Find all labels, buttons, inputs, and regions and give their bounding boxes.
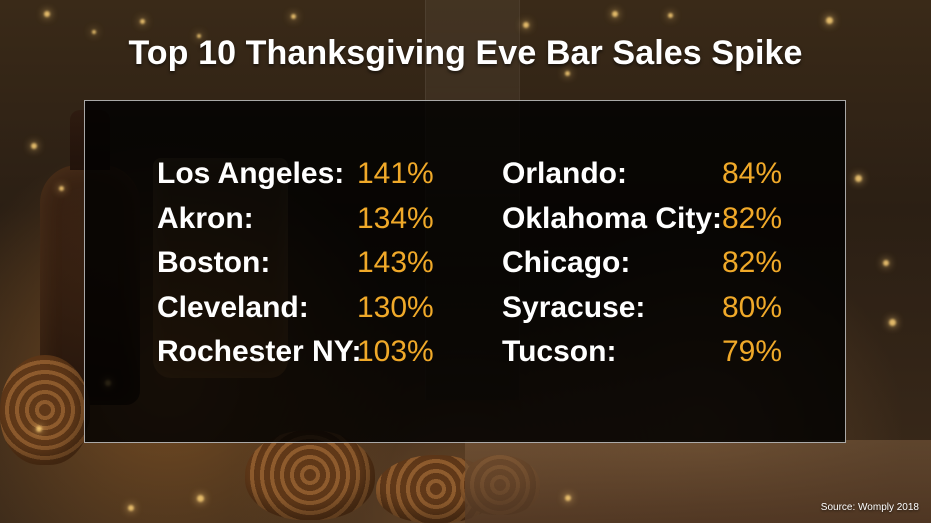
city-label: Orlando: [502,157,627,190]
list-item: Los Angeles: 141% [157,157,442,202]
percent-value: 80% [722,290,783,324]
background-light [826,17,833,24]
background-pinecone [245,430,375,520]
list-item: Cleveland: 130% [157,291,442,336]
percent-value: 134% [357,201,434,235]
background-light [140,19,145,24]
percent-value: 130% [357,290,434,324]
list-item: Tucson: 79% [502,335,782,380]
sales-panel: Los Angeles: 141% Akron: 134% Boston: 14… [84,100,846,443]
city-label: Akron: [157,201,254,235]
list-item: Rochester NY: 103% [157,335,442,380]
background-light [128,505,134,511]
background-pinecone [376,455,496,523]
background-light [291,14,296,19]
left-column: Los Angeles: 141% Akron: 134% Boston: 14… [157,157,442,380]
list-item: Boston: 143% [157,246,442,291]
list-item: Chicago: 82% [502,246,782,291]
background-light [31,143,37,149]
city-label: Rochester NY: [157,335,362,368]
percent-value: 103% [357,335,434,368]
city-label: Boston: [157,246,271,279]
list-item: Oklahoma City: 82% [502,202,782,247]
list-item: Syracuse: 80% [502,291,782,336]
list-item: Akron: 134% [157,202,442,247]
background-light [889,319,896,326]
percent-value: 84% [722,157,783,190]
right-column: Orlando: 84% Oklahoma City: 82% Chicago:… [502,157,782,380]
city-label: Syracuse: [502,290,646,324]
background-light [523,22,529,28]
city-label: Oklahoma City: [502,201,723,235]
city-label: Tucson: [502,335,617,368]
background-light [59,186,64,191]
list-item: Orlando: 84% [502,157,782,202]
background-pinecone [460,455,540,515]
background-light [565,495,571,501]
city-label: Los Angeles: [157,157,345,190]
source-credit: Source: Womply 2018 [820,502,919,513]
background-light [197,495,204,502]
percent-value: 141% [357,157,434,190]
background-light [36,426,42,432]
background-light [612,11,618,17]
percent-value: 143% [357,246,434,279]
background-light [668,13,673,18]
percent-value: 79% [722,335,783,368]
city-label: Chicago: [502,246,631,279]
page-title: Top 10 Thanksgiving Eve Bar Sales Spike [128,34,803,72]
percent-value: 82% [722,246,783,279]
background-light [44,11,50,17]
city-label: Cleveland: [157,290,309,324]
percent-value: 82% [722,201,783,235]
background-light [883,260,889,266]
background-light [855,175,862,182]
background-pinecone [0,355,90,465]
